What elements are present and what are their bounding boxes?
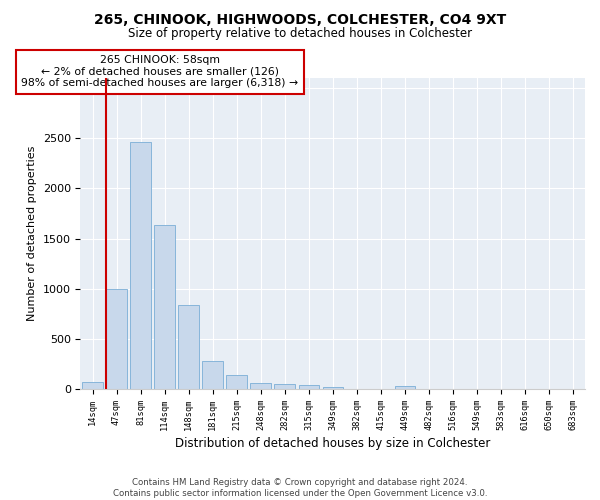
Bar (226, 376, 247, 389)
Text: 265, CHINOOK, HIGHWOODS, COLCHESTER, CO4 9XT: 265, CHINOOK, HIGHWOODS, COLCHESTER, CO4… (94, 12, 506, 26)
Bar (323, 386, 343, 389)
Text: 265 CHINOOK: 58sqm
← 2% of detached houses are smaller (126)
98% of semi-detache: 265 CHINOOK: 58sqm ← 2% of detached hous… (21, 55, 298, 88)
Bar (250, 383, 271, 389)
Y-axis label: Number of detached properties: Number of detached properties (27, 146, 37, 321)
Text: Size of property relative to detached houses in Colchester: Size of property relative to detached ho… (128, 28, 472, 40)
Bar (299, 384, 319, 389)
Bar (274, 384, 295, 389)
X-axis label: Distribution of detached houses by size in Colchester: Distribution of detached houses by size … (175, 437, 490, 450)
Bar (130, 142, 151, 389)
Bar (202, 361, 223, 389)
Bar (178, 304, 199, 389)
Bar (154, 224, 175, 389)
Bar (395, 386, 415, 389)
Bar (106, 288, 127, 389)
Bar (82, 382, 103, 389)
Text: Contains HM Land Registry data © Crown copyright and database right 2024.
Contai: Contains HM Land Registry data © Crown c… (113, 478, 487, 498)
